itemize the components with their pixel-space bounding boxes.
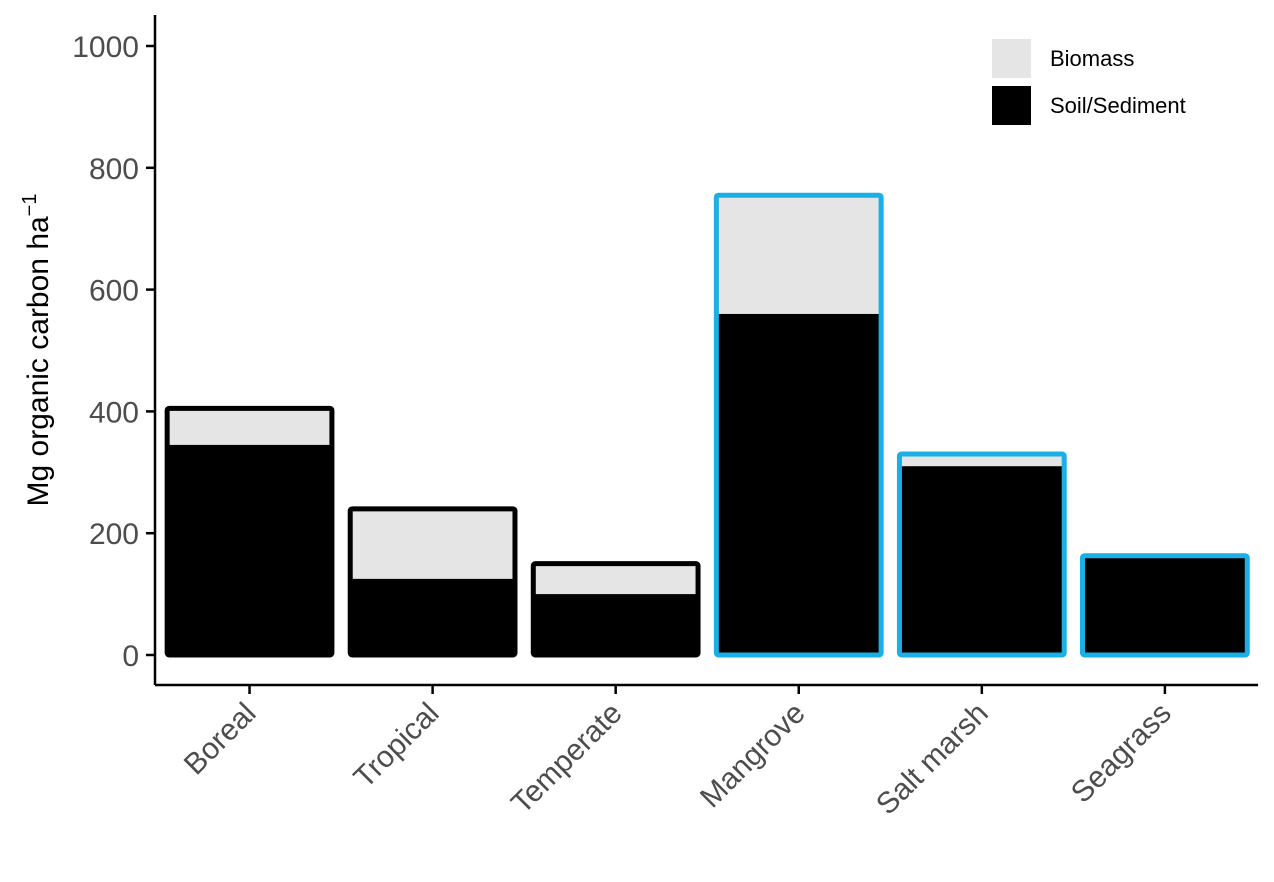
bar-boreal-outline <box>164 405 335 658</box>
x-ticks-group: Boreal Tropical Temperate Mangrove Salt mars… <box>178 685 1178 821</box>
bar-boreal-soil-sediment <box>167 444 332 655</box>
x-tick-label: Tropical <box>348 697 446 795</box>
y-tick-label: 400 <box>89 396 139 429</box>
y-tick-label: 0 <box>122 640 139 673</box>
legend-swatch-biomass <box>992 39 1031 78</box>
legend-label: Soil/Sediment <box>1050 93 1186 118</box>
x-tick-label: Temperate <box>505 697 629 821</box>
x-tick-label: Salt marsh <box>870 697 995 822</box>
axes-group <box>153 15 1258 687</box>
x-tick-label: Seagrass <box>1065 697 1178 810</box>
bar-salt-marsh-biomass <box>899 454 1065 467</box>
bar-salt-marsh-outline <box>896 451 1067 658</box>
bar-temperate-soil-sediment <box>533 594 699 655</box>
bar-seagrass-outline <box>1080 553 1250 658</box>
bar-tropical-biomass <box>350 508 515 579</box>
y-tick-label: 800 <box>89 153 139 186</box>
legend: Biomass Soil/Sediment <box>992 39 1186 125</box>
bar-mangrove-biomass <box>716 195 882 314</box>
bar-salt-marsh-soil-sediment <box>899 466 1065 655</box>
y-tick-label: 600 <box>89 275 139 308</box>
y-ticks-group: 0 200 400 600 800 1000 <box>72 31 155 673</box>
y-tick-label: 200 <box>89 518 139 551</box>
legend-label: Biomass <box>1050 46 1134 71</box>
y-axis-title: Mg organic carbon ha−1 <box>19 194 55 507</box>
bar-tropical-outline <box>347 506 518 658</box>
legend-swatch-soil-sediment <box>992 86 1031 125</box>
bar-temperate-outline <box>530 561 701 658</box>
x-tick-label: Mangrove <box>694 697 812 815</box>
bar-temperate-biomass <box>533 563 699 595</box>
bar-seagrass-soil-sediment <box>1082 557 1248 655</box>
bar-tropical-soil-sediment <box>350 578 515 655</box>
bar-mangrove-outline <box>713 192 884 658</box>
bars-group <box>164 192 1250 658</box>
x-tick-label: Boreal <box>178 697 263 782</box>
bar-mangrove-soil-sediment <box>716 313 882 655</box>
bar-boreal-biomass <box>167 408 332 445</box>
y-tick-label: 1000 <box>72 31 139 64</box>
